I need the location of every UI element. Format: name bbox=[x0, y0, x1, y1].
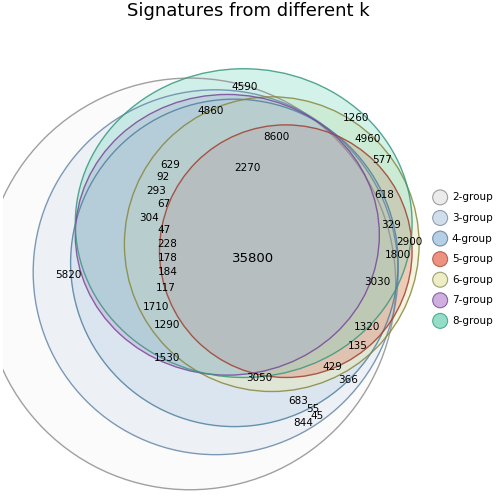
Text: 3-group: 3-group bbox=[452, 213, 492, 223]
Text: 7-group: 7-group bbox=[452, 295, 492, 305]
Text: 1320: 1320 bbox=[353, 322, 380, 332]
Text: 47: 47 bbox=[158, 225, 171, 235]
Circle shape bbox=[432, 231, 448, 246]
Circle shape bbox=[432, 272, 448, 287]
Text: 178: 178 bbox=[158, 253, 177, 263]
Text: 683: 683 bbox=[288, 396, 308, 406]
Text: 2-group: 2-group bbox=[452, 193, 492, 203]
Text: 2900: 2900 bbox=[397, 237, 423, 247]
Text: 5-group: 5-group bbox=[452, 254, 492, 264]
Text: 429: 429 bbox=[323, 362, 343, 372]
Text: 5820: 5820 bbox=[55, 270, 82, 280]
Text: 4-group: 4-group bbox=[452, 233, 492, 243]
Text: 3050: 3050 bbox=[246, 373, 272, 384]
Text: 45: 45 bbox=[310, 411, 324, 421]
Text: 618: 618 bbox=[374, 190, 394, 200]
Circle shape bbox=[432, 190, 448, 205]
Ellipse shape bbox=[75, 69, 412, 377]
Text: 67: 67 bbox=[158, 200, 171, 209]
Text: 117: 117 bbox=[156, 283, 175, 293]
Ellipse shape bbox=[75, 94, 380, 375]
Text: 3030: 3030 bbox=[364, 277, 390, 287]
Text: 4860: 4860 bbox=[198, 106, 224, 116]
Title: Signatures from different k: Signatures from different k bbox=[127, 2, 369, 20]
Ellipse shape bbox=[0, 78, 396, 490]
Text: 4960: 4960 bbox=[354, 134, 381, 144]
Text: 366: 366 bbox=[338, 375, 358, 385]
Ellipse shape bbox=[159, 125, 412, 377]
Text: 1260: 1260 bbox=[343, 113, 369, 123]
Ellipse shape bbox=[124, 97, 419, 392]
Text: 8-group: 8-group bbox=[452, 316, 492, 326]
Text: 135: 135 bbox=[347, 341, 367, 351]
Ellipse shape bbox=[71, 99, 398, 426]
Text: 329: 329 bbox=[381, 220, 401, 230]
Text: 293: 293 bbox=[146, 186, 166, 196]
Circle shape bbox=[432, 211, 448, 225]
Text: 1710: 1710 bbox=[143, 302, 169, 312]
Text: 1800: 1800 bbox=[385, 250, 411, 260]
Text: 35800: 35800 bbox=[232, 251, 274, 265]
Text: 6-group: 6-group bbox=[452, 275, 492, 285]
Text: 577: 577 bbox=[372, 155, 392, 165]
Circle shape bbox=[432, 293, 448, 308]
Text: 844: 844 bbox=[293, 418, 313, 428]
Text: 4590: 4590 bbox=[232, 82, 258, 92]
Text: 2270: 2270 bbox=[234, 163, 260, 173]
Text: 228: 228 bbox=[158, 239, 177, 249]
Text: 92: 92 bbox=[156, 172, 169, 182]
Text: 629: 629 bbox=[160, 160, 180, 170]
Text: 8600: 8600 bbox=[263, 132, 290, 142]
Text: 55: 55 bbox=[306, 404, 319, 414]
Text: 304: 304 bbox=[139, 213, 159, 223]
Circle shape bbox=[432, 251, 448, 267]
Ellipse shape bbox=[33, 90, 398, 455]
Circle shape bbox=[432, 313, 448, 329]
Text: 1290: 1290 bbox=[154, 320, 180, 330]
Text: 184: 184 bbox=[158, 267, 177, 277]
Text: 1530: 1530 bbox=[154, 353, 180, 363]
